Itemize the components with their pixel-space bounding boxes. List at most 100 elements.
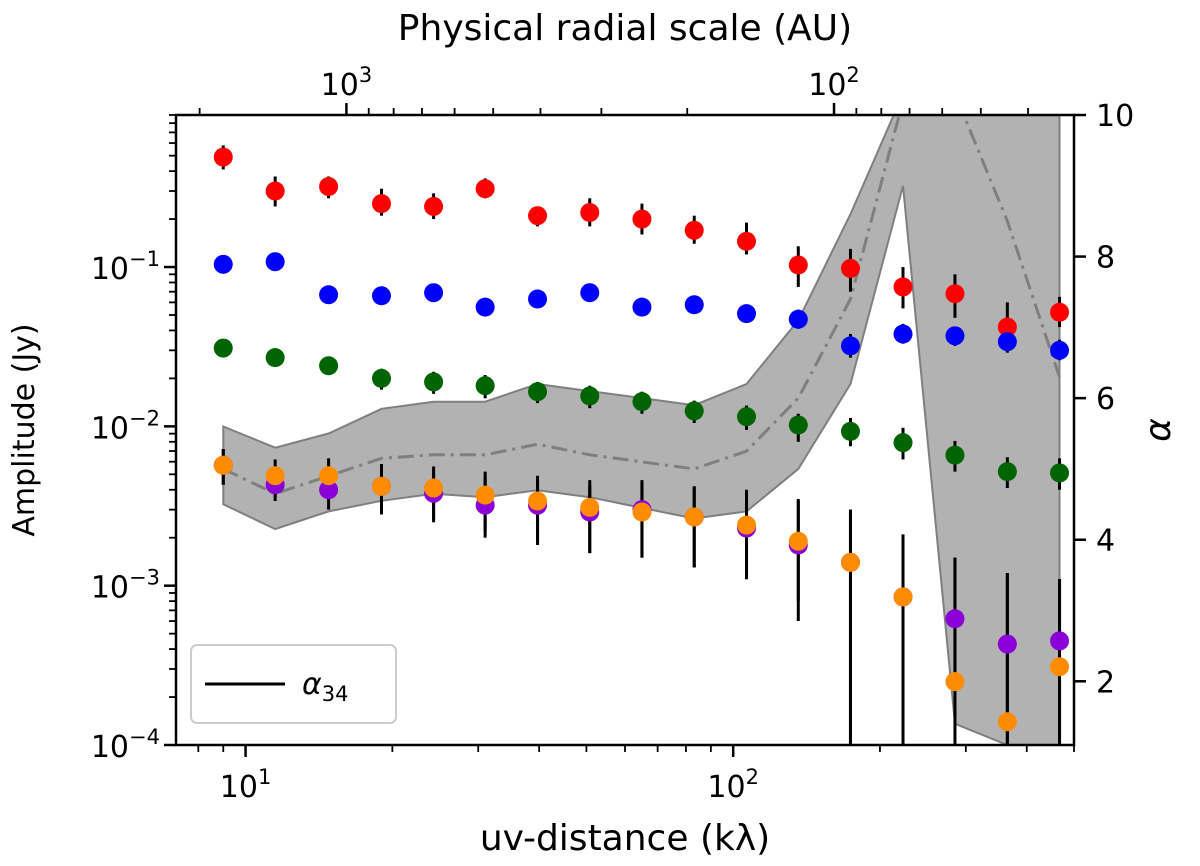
data-point bbox=[475, 376, 495, 396]
data-point bbox=[632, 392, 652, 412]
data-point bbox=[319, 466, 339, 486]
tick-layer bbox=[164, 103, 1086, 757]
data-point bbox=[997, 634, 1017, 654]
tick-label-exp: −2 bbox=[129, 406, 160, 430]
data-point bbox=[1050, 302, 1070, 322]
data-point bbox=[840, 258, 860, 278]
y-right-tick-label: 8 bbox=[1096, 241, 1115, 276]
data-point bbox=[580, 283, 600, 303]
data-point bbox=[632, 502, 652, 522]
y-right-tick-label: 10 bbox=[1096, 99, 1134, 134]
data-point bbox=[684, 507, 704, 527]
tick-label-exp: 2 bbox=[746, 765, 759, 789]
x-tick-label: 102 bbox=[707, 765, 759, 805]
legend-box bbox=[190, 644, 397, 724]
data-point bbox=[893, 277, 913, 297]
legend-label-sub: 34 bbox=[322, 682, 349, 706]
data-point bbox=[424, 283, 444, 303]
x-axis-title: uv-distance (kλ) bbox=[480, 818, 770, 859]
tick-label-exp: 3 bbox=[359, 63, 372, 87]
data-point bbox=[475, 297, 495, 317]
data-point bbox=[1050, 631, 1070, 651]
data-point bbox=[424, 372, 444, 392]
data-point bbox=[1050, 340, 1070, 360]
y-tick-label: 10−3 bbox=[91, 566, 160, 606]
data-point bbox=[788, 309, 808, 329]
data-point bbox=[319, 285, 339, 305]
legend-label-main: α bbox=[302, 667, 322, 702]
data-point bbox=[737, 231, 757, 251]
data-point bbox=[788, 255, 808, 275]
data-point bbox=[684, 220, 704, 240]
data-point bbox=[893, 587, 913, 607]
data-point bbox=[840, 336, 860, 356]
data-point bbox=[1050, 463, 1070, 483]
legend-label: α34 bbox=[302, 667, 349, 706]
tick-label-base: 10 bbox=[91, 252, 129, 287]
y-tick-label: 10−1 bbox=[91, 247, 160, 287]
data-point bbox=[788, 531, 808, 551]
data-point bbox=[265, 466, 285, 486]
data-point bbox=[475, 485, 495, 505]
tick-label-exp: −3 bbox=[129, 566, 160, 590]
data-point bbox=[213, 254, 233, 274]
y-right-tick-label: 6 bbox=[1096, 382, 1115, 417]
data-point bbox=[945, 326, 965, 346]
data-point bbox=[580, 497, 600, 517]
data-point bbox=[371, 368, 391, 388]
data-point bbox=[945, 445, 965, 465]
data-point bbox=[893, 324, 913, 344]
y-right-tick-label: 4 bbox=[1096, 524, 1115, 559]
tick-label-base: 10 bbox=[321, 68, 359, 103]
data-point bbox=[580, 202, 600, 222]
top-tick-label: 103 bbox=[321, 63, 373, 103]
data-point bbox=[371, 194, 391, 214]
tick-label-base: 10 bbox=[91, 571, 129, 606]
data-point bbox=[1050, 657, 1070, 677]
tick-label-base: 10 bbox=[91, 411, 129, 446]
y-right-tick-label: 2 bbox=[1096, 665, 1115, 700]
data-point bbox=[528, 382, 548, 402]
data-point bbox=[737, 407, 757, 427]
top-tick-label: 102 bbox=[808, 63, 860, 103]
y-tick-label: 10−4 bbox=[91, 725, 160, 765]
x-tick-label: 101 bbox=[220, 765, 272, 805]
tick-label-exp: −4 bbox=[129, 725, 160, 749]
data-point bbox=[580, 386, 600, 406]
data-point bbox=[319, 480, 339, 500]
data-point bbox=[997, 462, 1017, 482]
data-point bbox=[213, 455, 233, 475]
legend: α34 bbox=[190, 644, 397, 724]
data-point bbox=[632, 297, 652, 317]
tick-label-base: 10 bbox=[707, 770, 745, 805]
point-layer bbox=[213, 147, 1070, 732]
data-point bbox=[528, 289, 548, 309]
y-tick-label: 10−2 bbox=[91, 406, 160, 446]
data-point bbox=[213, 338, 233, 358]
top-axis-title: Physical radial scale (AU) bbox=[398, 8, 852, 49]
y-axis-title: Amplitude (Jy) bbox=[7, 323, 42, 536]
data-point bbox=[945, 609, 965, 629]
data-point bbox=[997, 712, 1017, 732]
data-point bbox=[684, 295, 704, 315]
tick-label-base: 10 bbox=[220, 770, 258, 805]
tick-label-exp: 2 bbox=[846, 63, 859, 87]
data-point bbox=[424, 478, 444, 498]
data-point bbox=[737, 515, 757, 535]
data-point bbox=[893, 433, 913, 453]
data-point bbox=[945, 672, 965, 692]
data-point bbox=[997, 317, 1017, 337]
data-point bbox=[788, 415, 808, 435]
data-point bbox=[840, 552, 860, 572]
data-point bbox=[319, 177, 339, 197]
data-point bbox=[840, 421, 860, 441]
data-point bbox=[265, 181, 285, 201]
data-point bbox=[213, 147, 233, 167]
data-point bbox=[528, 491, 548, 511]
data-point bbox=[997, 332, 1017, 352]
tick-label-exp: −1 bbox=[129, 247, 160, 271]
data-point bbox=[424, 196, 444, 216]
tick-label-base: 10 bbox=[91, 730, 129, 765]
